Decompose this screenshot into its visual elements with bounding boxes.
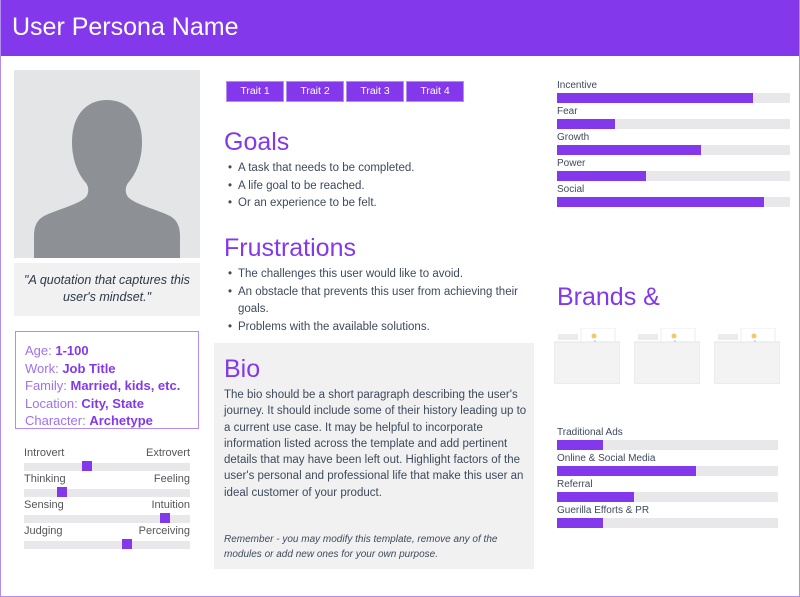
persona-quote: "A quotation that captures this user's m… <box>14 263 200 316</box>
trait-tag: Trait 3 <box>346 81 404 102</box>
channel-bar: Referral <box>557 479 778 502</box>
channel-bar-fill <box>557 440 604 450</box>
motivation-bar-track <box>557 197 790 207</box>
channel-bar-label: Referral <box>557 479 593 490</box>
motivation-bar: Incentive <box>557 80 790 103</box>
motivation-bar-fill <box>557 171 646 181</box>
motivation-bar-fill <box>557 93 753 103</box>
channel-bar: Online & Social Media <box>557 453 778 476</box>
frustrations-list: The challenges this user would like to a… <box>228 266 528 336</box>
motivation-bar: Power <box>557 158 790 181</box>
slider-right-label: Perceiving <box>138 525 190 537</box>
channel-bar-fill <box>557 492 635 502</box>
slider-left-label: Judging <box>24 525 63 537</box>
motivation-bar: Fear <box>557 106 790 129</box>
slider-left-label: Sensing <box>24 499 64 511</box>
goal-item: A life goal to be reached. <box>228 178 528 196</box>
trait-tag: Trait 4 <box>406 81 464 102</box>
folder-image-icon <box>713 327 781 385</box>
motivation-bar-label: Social <box>557 184 585 195</box>
motivation-bar-track <box>557 93 790 103</box>
brand-logo-placeholder <box>553 327 621 385</box>
personality-slider: Judging Perceiving <box>24 525 190 549</box>
slider-track <box>24 461 190 471</box>
persona-name: User Persona Name <box>12 13 239 41</box>
goal-item: Or an experience to be felt. <box>228 195 528 213</box>
slider-right-label: Feeling <box>153 473 190 485</box>
motivation-bar-fill <box>557 119 616 129</box>
motivation-bar-track <box>557 119 790 129</box>
motivation-bar: Social <box>557 184 790 207</box>
avatar-placeholder <box>14 70 200 258</box>
trait-tag: Trait 1 <box>226 81 284 102</box>
motivation-bar-label: Growth <box>557 132 590 143</box>
channel-bar: Traditional Ads <box>557 427 778 450</box>
motivation-bar-track <box>557 145 790 155</box>
goal-item: A task that needs to be completed. <box>228 160 528 178</box>
demographics-box: Age: 1-100 Work: Job Title Family: Marri… <box>15 331 199 429</box>
slider-left-label: Thinking <box>24 473 66 485</box>
trait-tag: Trait 2 <box>286 81 344 102</box>
trait-tags: Trait 1 Trait 2 Trait 3 Trait 4 <box>226 81 464 102</box>
frustrations-heading: Frustrations <box>224 234 356 262</box>
motivation-bar-label: Incentive <box>557 80 598 91</box>
motivation-bar: Growth <box>557 132 790 155</box>
info-family: Family: Married, kids, etc. <box>25 378 181 393</box>
slider-track <box>24 513 190 523</box>
motivation-bar-fill <box>557 197 765 207</box>
brands-heading: Brands & <box>557 283 660 311</box>
slider-knob <box>121 539 132 549</box>
slider-knob <box>160 513 171 523</box>
goals-heading: Goals <box>224 128 290 156</box>
brand-logo-placeholder <box>713 327 781 385</box>
slider-knob <box>57 487 68 497</box>
header: User Persona Name <box>0 0 800 56</box>
slider-labels: Introvert Extrovert <box>24 447 190 461</box>
bio-panel: Bio The bio should be a short paragraph … <box>214 343 534 569</box>
slider-right-label: Intuition <box>151 499 190 511</box>
personality-slider: Thinking Feeling <box>24 473 190 497</box>
channel-bar-label: Online & Social Media <box>557 453 656 464</box>
frustration-item: Problems with the available solutions. <box>228 319 528 337</box>
channel-bar-track <box>557 492 778 502</box>
channel-bar-label: Traditional Ads <box>557 427 623 438</box>
goals-list: A task that needs to be completed. A lif… <box>228 160 528 213</box>
brand-logo-placeholder <box>633 327 701 385</box>
channel-bar-track <box>557 518 778 528</box>
channel-bar: Guerilla Efforts & PR <box>557 505 778 528</box>
slider-labels: Judging Perceiving <box>24 525 190 539</box>
personality-slider: Introvert Extrovert <box>24 447 190 471</box>
slider-track <box>24 539 190 549</box>
slider-right-label: Extrovert <box>145 447 190 459</box>
channel-bar-label: Guerilla Efforts & PR <box>557 505 650 516</box>
channel-bar-track <box>557 466 778 476</box>
person-silhouette-icon <box>34 100 180 258</box>
info-work: Work: Job Title <box>25 360 116 376</box>
slider-knob <box>82 461 93 471</box>
slider-labels: Sensing Intuition <box>24 499 190 513</box>
info-age: Age: 1-100 <box>25 343 89 358</box>
bio-heading: Bio <box>224 355 261 383</box>
motivation-bar-label: Fear <box>557 106 578 117</box>
info-character: Character: Archetype <box>25 413 153 428</box>
slider-labels: Thinking Feeling <box>24 473 190 487</box>
slider-left-label: Introvert <box>24 447 65 459</box>
frustration-item: An obstacle that prevents this user from… <box>228 284 528 319</box>
motivation-bar-label: Power <box>557 158 586 169</box>
frustration-item: The challenges this user would like to a… <box>228 266 528 284</box>
channel-bar-fill <box>557 466 697 476</box>
motivation-bar-fill <box>557 145 702 155</box>
motivation-bar-track <box>557 171 790 181</box>
bio-note: Remember - you may modify this template,… <box>224 534 498 560</box>
channel-bar-fill <box>557 518 604 528</box>
slider-track <box>24 487 190 497</box>
folder-image-icon <box>553 327 621 385</box>
bio-text: The bio should be a short paragraph desc… <box>224 389 527 499</box>
folder-image-icon <box>633 327 701 385</box>
channel-bar-track <box>557 440 778 450</box>
info-location: Location: City, State <box>25 395 144 411</box>
personality-slider: Sensing Intuition <box>24 499 190 523</box>
